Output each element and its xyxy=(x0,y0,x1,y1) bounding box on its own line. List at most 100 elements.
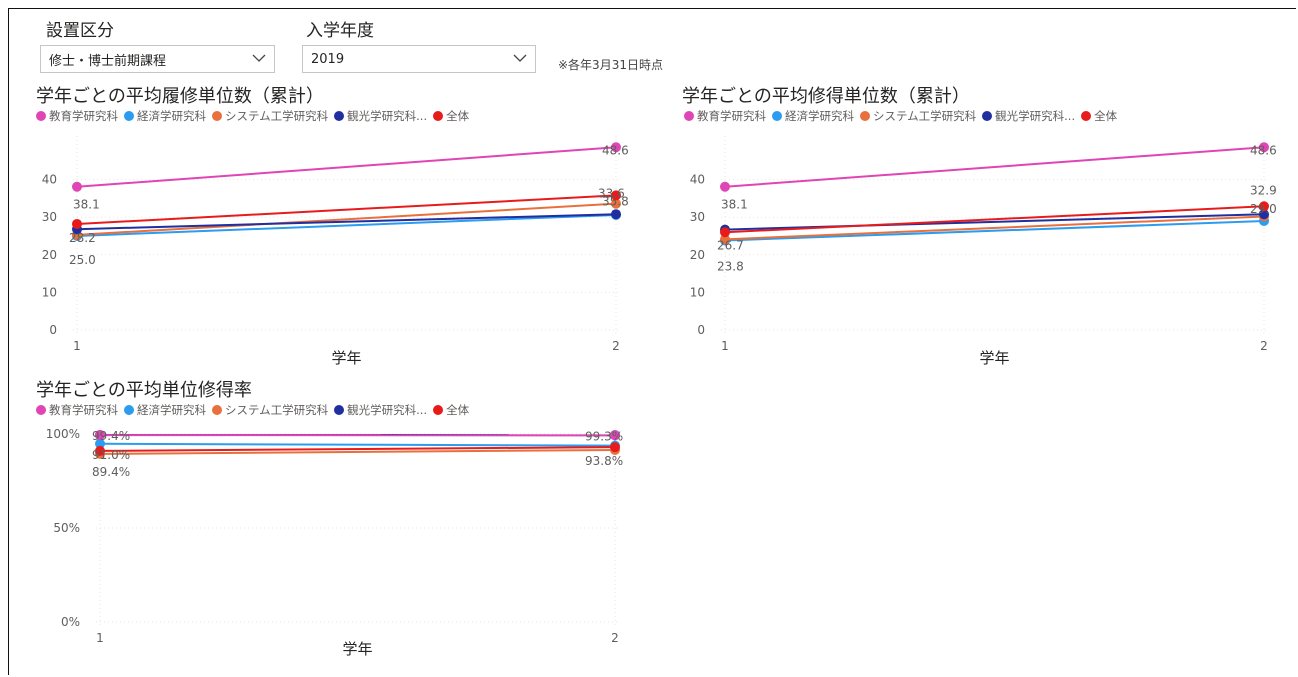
y-tick-label: 10 xyxy=(690,285,705,299)
y-tick-label: 0 xyxy=(697,323,705,337)
series-line xyxy=(76,146,617,188)
series-line xyxy=(724,219,1265,242)
data-point xyxy=(720,227,730,238)
legend-label: システム工学研究科 xyxy=(225,403,329,417)
chart-2-plot: 0 10 20 30 40 1 2 学年 38.1 48.6 23.8 29.0 26.7 32.9 xyxy=(690,136,1277,367)
data-point xyxy=(611,142,621,153)
legend-dot xyxy=(772,111,782,121)
data-label: 99.4% xyxy=(92,429,130,443)
data-point xyxy=(1259,142,1269,153)
legend-dot xyxy=(124,111,134,121)
legend-label: システム工学研究科 xyxy=(873,109,977,123)
data-point xyxy=(611,198,621,209)
chart-2-title: 学年ごとの平均修得単位数（累計） xyxy=(682,86,970,107)
x-axis-label: 学年 xyxy=(331,349,361,367)
series-line xyxy=(99,442,616,447)
data-label: 38.1 xyxy=(73,198,100,212)
series-line xyxy=(99,448,616,455)
y-tick-label: 40 xyxy=(690,173,705,187)
data-label: 38.1 xyxy=(721,198,748,212)
series-line xyxy=(76,194,617,225)
year-filter-label: 入学年度 xyxy=(306,21,374,41)
y-tick-label: 10 xyxy=(42,285,57,299)
legend-dot xyxy=(124,405,134,415)
legend-item[interactable]: システム工学研究科 xyxy=(212,402,328,418)
series-line xyxy=(724,205,1265,234)
legend-item[interactable]: 経済学研究科 xyxy=(772,108,854,124)
legend-item[interactable]: 教育学研究科 xyxy=(684,108,766,124)
data-label: 26.7 xyxy=(717,239,744,253)
legend-item[interactable]: 教育学研究科 xyxy=(36,402,118,418)
series-line xyxy=(76,213,617,231)
data-label: 28.2 xyxy=(69,231,96,245)
legend-label: 観光学研究科... xyxy=(995,109,1076,123)
y-tick-label: 30 xyxy=(42,210,57,224)
category-dropdown-value: 修士・博士前期課程 xyxy=(49,53,167,69)
legend-dot xyxy=(1081,111,1092,121)
legend-dot xyxy=(212,405,222,415)
data-label: 35.8 xyxy=(602,194,629,208)
x-tick-label: 2 xyxy=(1260,339,1268,353)
data-point xyxy=(610,430,620,441)
legend-label: システム工学研究科 xyxy=(225,109,329,123)
legend-dot xyxy=(433,111,444,121)
y-tick-label: 0 xyxy=(49,323,57,337)
legend-item[interactable]: 全体 xyxy=(1081,108,1117,124)
data-point xyxy=(1259,201,1269,212)
data-label: 32.9 xyxy=(1250,183,1277,197)
legend-item[interactable]: 全体 xyxy=(433,108,469,124)
legend-label: 経済学研究科 xyxy=(137,109,206,123)
legend-label: 観光学研究科... xyxy=(347,403,428,417)
year-dropdown-value: 2019 xyxy=(311,51,345,67)
series-line xyxy=(724,146,1265,188)
legend-item[interactable]: 経済学研究科 xyxy=(124,108,206,124)
y-tick-label: 30 xyxy=(690,210,705,224)
legend-label: 全体 xyxy=(446,109,470,123)
data-point xyxy=(1259,209,1269,220)
legend-dot xyxy=(684,111,694,121)
data-point xyxy=(95,445,105,456)
x-tick-label: 1 xyxy=(721,339,729,353)
data-label: 89.4% xyxy=(92,465,130,479)
chart-1-plot: 0 10 20 30 40 1 2 学年 38.1 48.6 25.0 28.2 35.833.6 xyxy=(42,136,629,367)
year-dropdown[interactable]: 2019 xyxy=(302,45,536,73)
legend-label: 観光学研究科... xyxy=(347,109,428,123)
chart-1-title: 学年ごとの平均履修単位数（累計） xyxy=(36,86,324,107)
legend-item[interactable]: 経済学研究科 xyxy=(124,402,206,418)
chart-1-legend: 教育学研究科 経済学研究科 システム工学研究科 観光学研究科... 全体 xyxy=(36,108,475,124)
data-label: 99.3% xyxy=(585,429,623,443)
x-tick-label: 2 xyxy=(611,631,619,645)
data-point xyxy=(95,430,105,441)
report-frame xyxy=(8,8,1296,675)
legend-label: 教育学研究科 xyxy=(49,109,118,123)
data-point xyxy=(72,181,82,192)
legend-item[interactable]: システム工学研究科 xyxy=(860,108,976,124)
data-label: 25.0 xyxy=(69,253,96,267)
legend-item[interactable]: 観光学研究科... xyxy=(982,108,1075,124)
legend-item[interactable]: 観光学研究科... xyxy=(334,108,427,124)
series-line xyxy=(724,215,1265,241)
legend-item[interactable]: システム工学研究科 xyxy=(212,108,328,124)
legend-dot xyxy=(860,111,870,121)
data-point xyxy=(720,181,730,192)
x-axis-label: 学年 xyxy=(979,349,1009,367)
legend-dot xyxy=(334,405,345,415)
y-tick-label: 100% xyxy=(46,427,80,441)
legend-item[interactable]: 観光学研究科... xyxy=(334,402,427,418)
y-tick-label: 50% xyxy=(53,521,80,535)
x-tick-label: 2 xyxy=(612,339,620,353)
legend-label: 教育学研究科 xyxy=(697,109,766,123)
category-dropdown[interactable]: 修士・博士前期課程 xyxy=(40,45,275,73)
legend-label: 全体 xyxy=(1094,109,1118,123)
chevron-down-icon xyxy=(252,54,266,62)
legend-item[interactable]: 教育学研究科 xyxy=(36,108,118,124)
legend-item[interactable]: 全体 xyxy=(433,402,469,418)
legend-label: 教育学研究科 xyxy=(49,403,118,417)
series-line xyxy=(76,202,617,236)
y-tick-label: 40 xyxy=(42,173,57,187)
y-tick-label: 20 xyxy=(690,248,705,262)
x-tick-label: 1 xyxy=(73,339,81,353)
series-line xyxy=(76,213,617,237)
chart-3-title: 学年ごとの平均単位修得率 xyxy=(36,380,252,401)
series-line xyxy=(99,446,616,452)
